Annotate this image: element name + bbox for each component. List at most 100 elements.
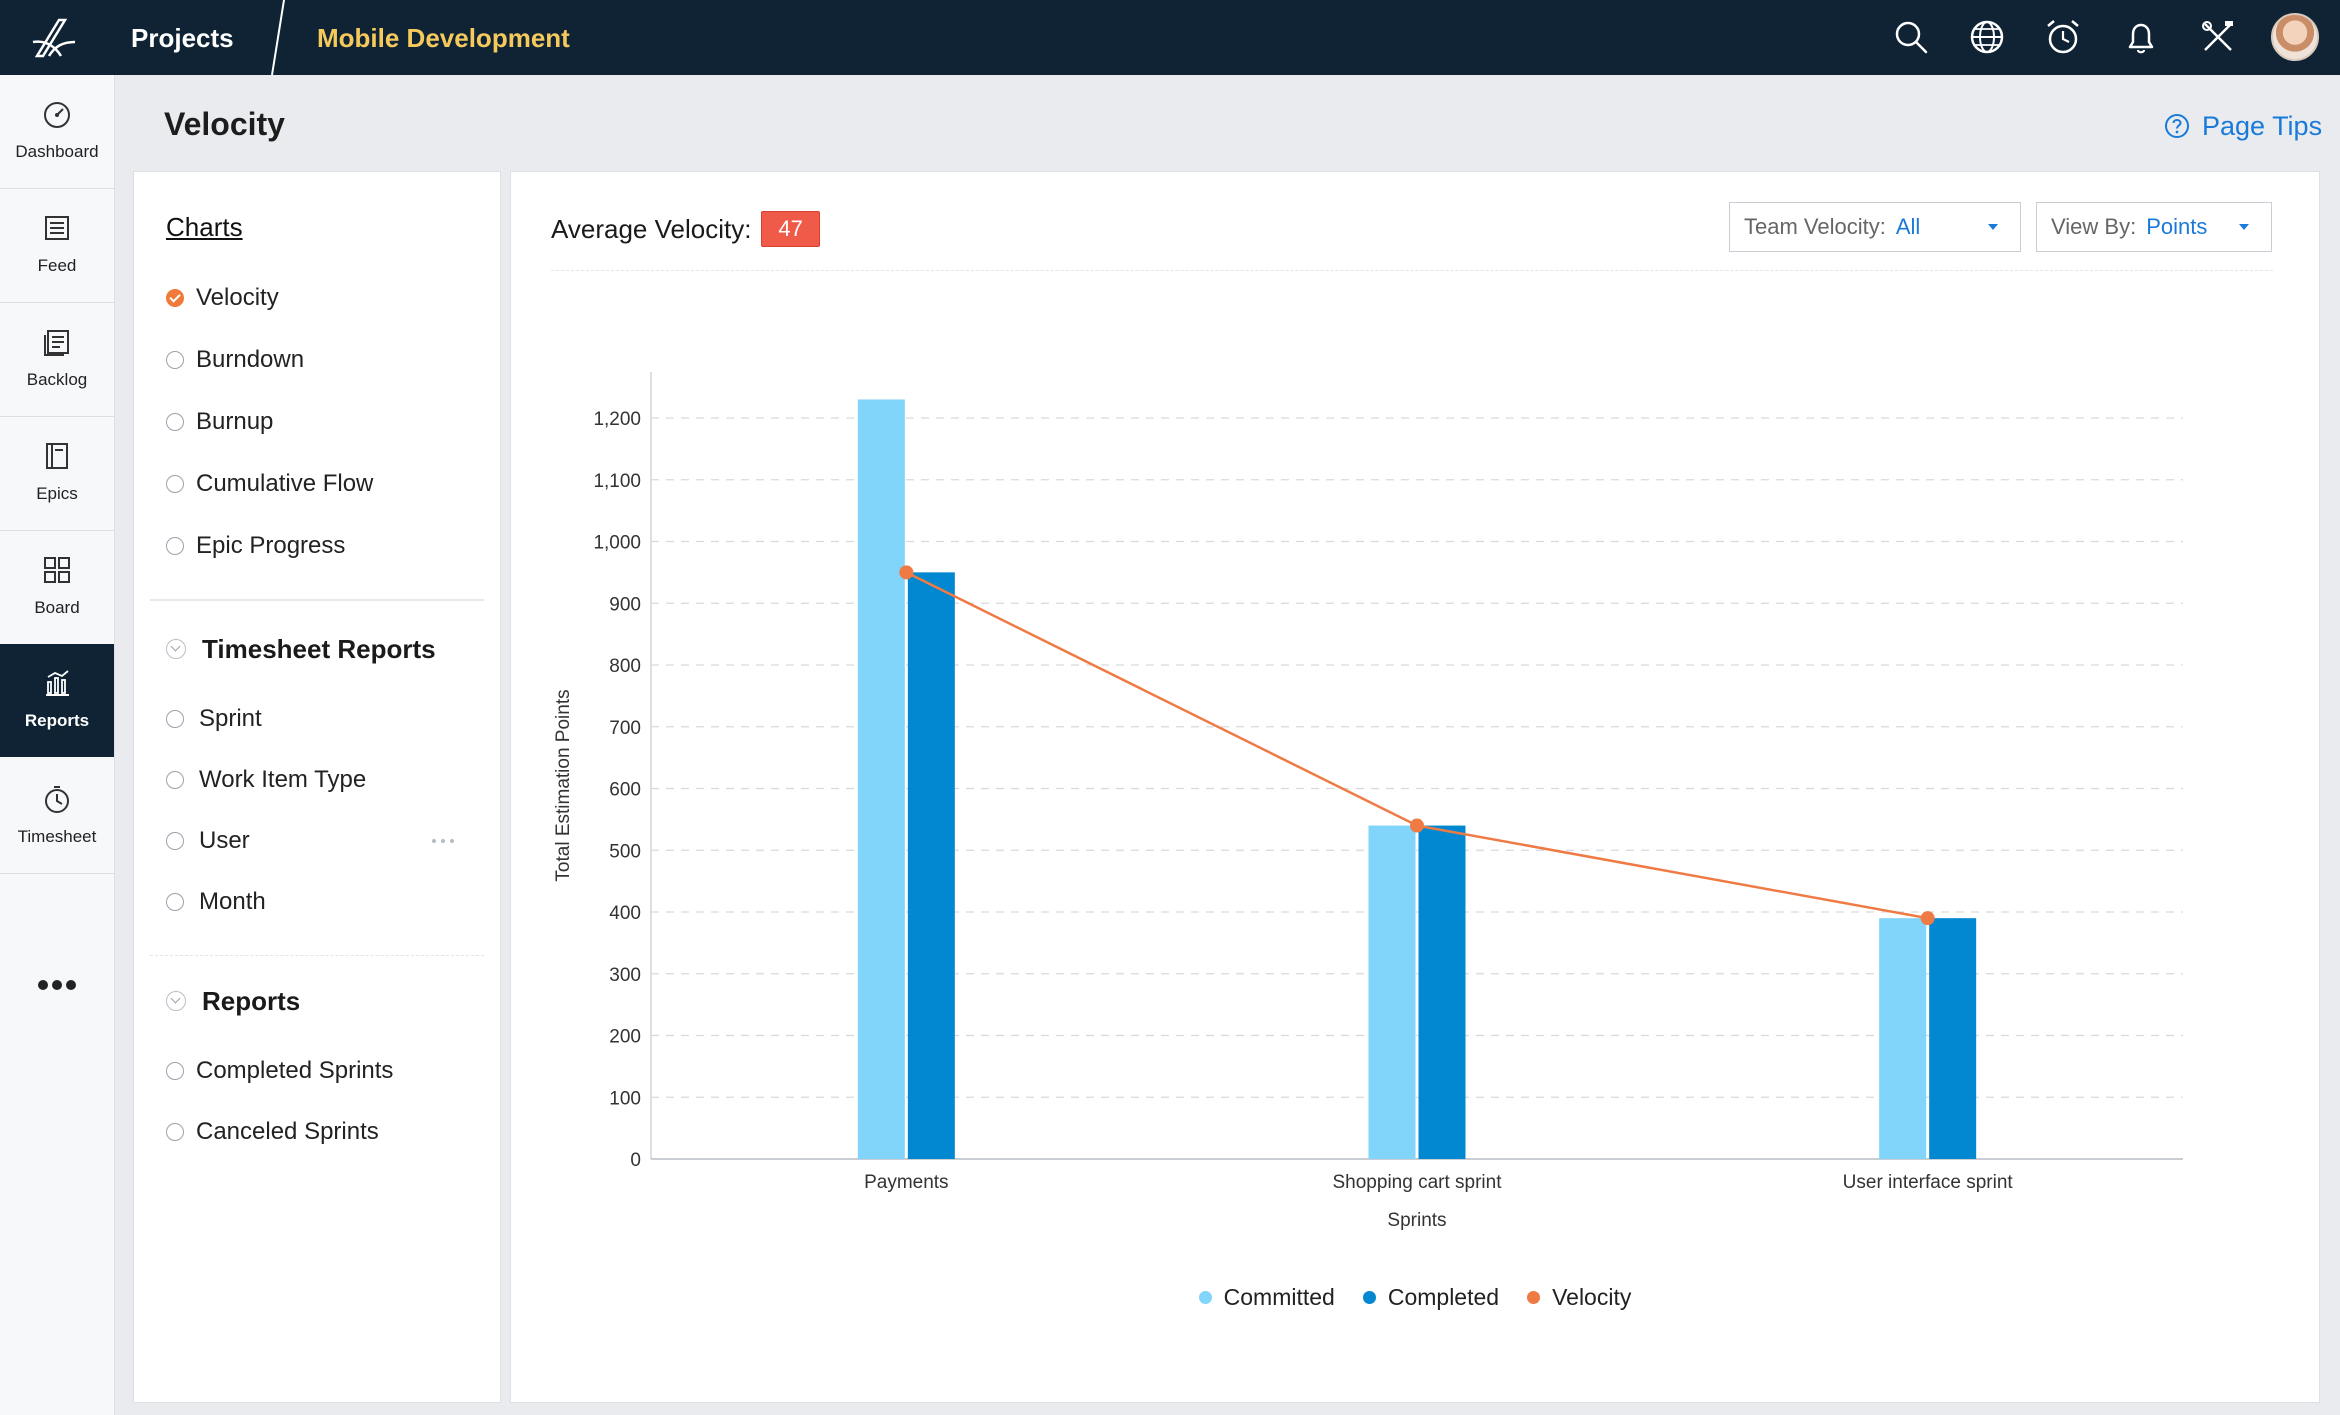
nav-item-label: Reports	[24, 711, 90, 730]
legend-label: Velocity	[1552, 1284, 1632, 1310]
page-title: Velocity	[164, 106, 285, 142]
board-icon	[44, 557, 70, 583]
nav-item-label: Feed	[37, 256, 77, 275]
radio[interactable]	[166, 832, 184, 850]
y-tick-label: 1,000	[593, 533, 641, 554]
top-bar: Projects Mobile Development	[0, 0, 2340, 75]
more-options-icon[interactable]	[36, 978, 78, 992]
legend-label: Committed	[1223, 1284, 1335, 1310]
nav-item-dashboard[interactable]: Dashboard	[0, 75, 114, 188]
timesheet-option-work-item-type[interactable]: Work Item Type	[166, 764, 366, 796]
alarm-clock-icon[interactable]	[2043, 17, 2083, 57]
reports-heading[interactable]: Reports	[166, 984, 300, 1018]
average-velocity-label: Average Velocity:	[551, 213, 752, 244]
chart-option-cumulative-flow[interactable]: Cumulative Flow	[166, 468, 373, 500]
y-tick-label: 900	[609, 594, 641, 615]
nav-item-label: Timesheet	[17, 827, 97, 846]
search-icon[interactable]	[1891, 17, 1931, 57]
radio[interactable]	[166, 893, 184, 911]
y-tick-label: 500	[609, 841, 641, 862]
legend-item-velocity[interactable]: Velocity	[1527, 1284, 1631, 1311]
report-option-label: Canceled Sprints	[196, 1118, 379, 1145]
nav-item-board[interactable]: Board	[0, 531, 114, 644]
radio[interactable]	[166, 1123, 184, 1141]
velocity-point	[1410, 818, 1424, 833]
caret-down-icon	[1988, 224, 1998, 230]
chart-option-burndown[interactable]: Burndown	[166, 344, 304, 376]
globe-icon[interactable]	[1967, 17, 2007, 57]
nav-item-timesheet[interactable]: Timesheet	[0, 760, 114, 873]
velocity-line	[905, 571, 1928, 920]
y-tick-label: 1,100	[593, 471, 641, 492]
page-tips-link[interactable]: Page Tips	[2164, 108, 2322, 144]
radio[interactable]	[166, 771, 184, 789]
user-avatar[interactable]	[2271, 13, 2319, 61]
average-velocity: Average Velocity: 47	[551, 210, 820, 248]
timesheet-option-sprint[interactable]: Sprint	[166, 703, 262, 735]
reports-icon	[46, 670, 69, 696]
y-tick-label: 400	[609, 903, 641, 924]
timesheet-option-label: User	[199, 827, 250, 854]
y-tick-label: 200	[609, 1027, 641, 1048]
nav-item-epics[interactable]: Epics	[0, 417, 114, 530]
radio[interactable]	[166, 413, 184, 431]
projects-link[interactable]: Projects	[131, 23, 234, 53]
chart-option-label: Velocity	[196, 284, 279, 311]
chart-legend: Committed Completed Velocity	[511, 1284, 2319, 1311]
charts-heading: Charts	[166, 212, 243, 242]
radio-checked[interactable]	[166, 289, 184, 307]
radio[interactable]	[166, 351, 184, 369]
bar-completed	[1418, 825, 1466, 1159]
chart-option-velocity[interactable]: Velocity	[166, 282, 279, 314]
nav-item-feed[interactable]: Feed	[0, 189, 114, 302]
radio[interactable]	[166, 537, 184, 555]
dropdown-label: Team Velocity:	[1744, 214, 1886, 239]
nav-item-backlog[interactable]: Backlog	[0, 303, 114, 416]
y-tick-label: 700	[609, 718, 641, 739]
legend-item-completed[interactable]: Completed	[1362, 1284, 1499, 1311]
chevron-down-icon[interactable]	[166, 639, 186, 659]
charts-panel: Charts Velocity Burndown Burnup Cumulati…	[133, 171, 501, 1403]
timesheet-option-user[interactable]: User	[166, 825, 250, 857]
nav-item-label: Backlog	[26, 370, 88, 389]
chart-option-label: Cumulative Flow	[196, 470, 374, 497]
chart-option-label: Epic Progress	[196, 532, 346, 559]
dropdown-label: View By:	[2051, 214, 2137, 239]
settings-tools-icon[interactable]	[2198, 17, 2238, 57]
report-option-canceled-sprints[interactable]: Canceled Sprints	[166, 1116, 379, 1148]
bar-committed	[857, 399, 905, 1160]
chevron-down-icon[interactable]	[166, 991, 186, 1011]
nav-item-reports[interactable]: Reports	[0, 644, 114, 757]
x-tick-label: Shopping cart sprint	[1333, 1172, 1503, 1193]
app-logo-icon[interactable]	[25, 12, 85, 64]
y-tick-label: 300	[609, 965, 641, 986]
caret-down-icon	[2239, 224, 2249, 230]
x-axis-title: Sprints	[1387, 1210, 1446, 1231]
velocity-point	[899, 565, 914, 580]
y-tick-label: 100	[609, 1088, 641, 1109]
breadcrumb-separator	[271, 0, 285, 75]
chart-option-burnup[interactable]: Burnup	[166, 406, 273, 438]
legend-marker	[1527, 1291, 1541, 1304]
radio[interactable]	[166, 710, 184, 728]
page-tips-label: Page Tips	[2202, 110, 2323, 141]
bar-completed	[1929, 918, 1977, 1159]
view-by-dropdown[interactable]: View By: Points	[2036, 202, 2272, 252]
team-velocity-dropdown[interactable]: Team Velocity: All	[1729, 202, 2021, 252]
chart-option-epic-progress[interactable]: Epic Progress	[166, 530, 345, 562]
legend-item-committed[interactable]: Committed	[1198, 1284, 1335, 1311]
radio[interactable]	[166, 475, 184, 493]
dropdown-value: Points	[2146, 214, 2208, 239]
bell-icon[interactable]	[2121, 17, 2161, 57]
project-name[interactable]: Mobile Development	[317, 23, 570, 53]
more-horizontal-icon[interactable]	[431, 838, 455, 844]
timesheet-option-month[interactable]: Month	[166, 886, 266, 918]
backlog-icon	[44, 330, 69, 356]
radio[interactable]	[166, 1062, 184, 1080]
report-option-completed-sprints[interactable]: Completed Sprints	[166, 1055, 393, 1087]
x-tick-label: Payments	[864, 1172, 948, 1193]
nav-item-label: Epics	[36, 484, 78, 503]
bar-completed	[907, 572, 955, 1159]
timesheet-reports-heading[interactable]: Timesheet Reports	[166, 632, 436, 666]
section-label: Reports	[202, 985, 301, 1016]
